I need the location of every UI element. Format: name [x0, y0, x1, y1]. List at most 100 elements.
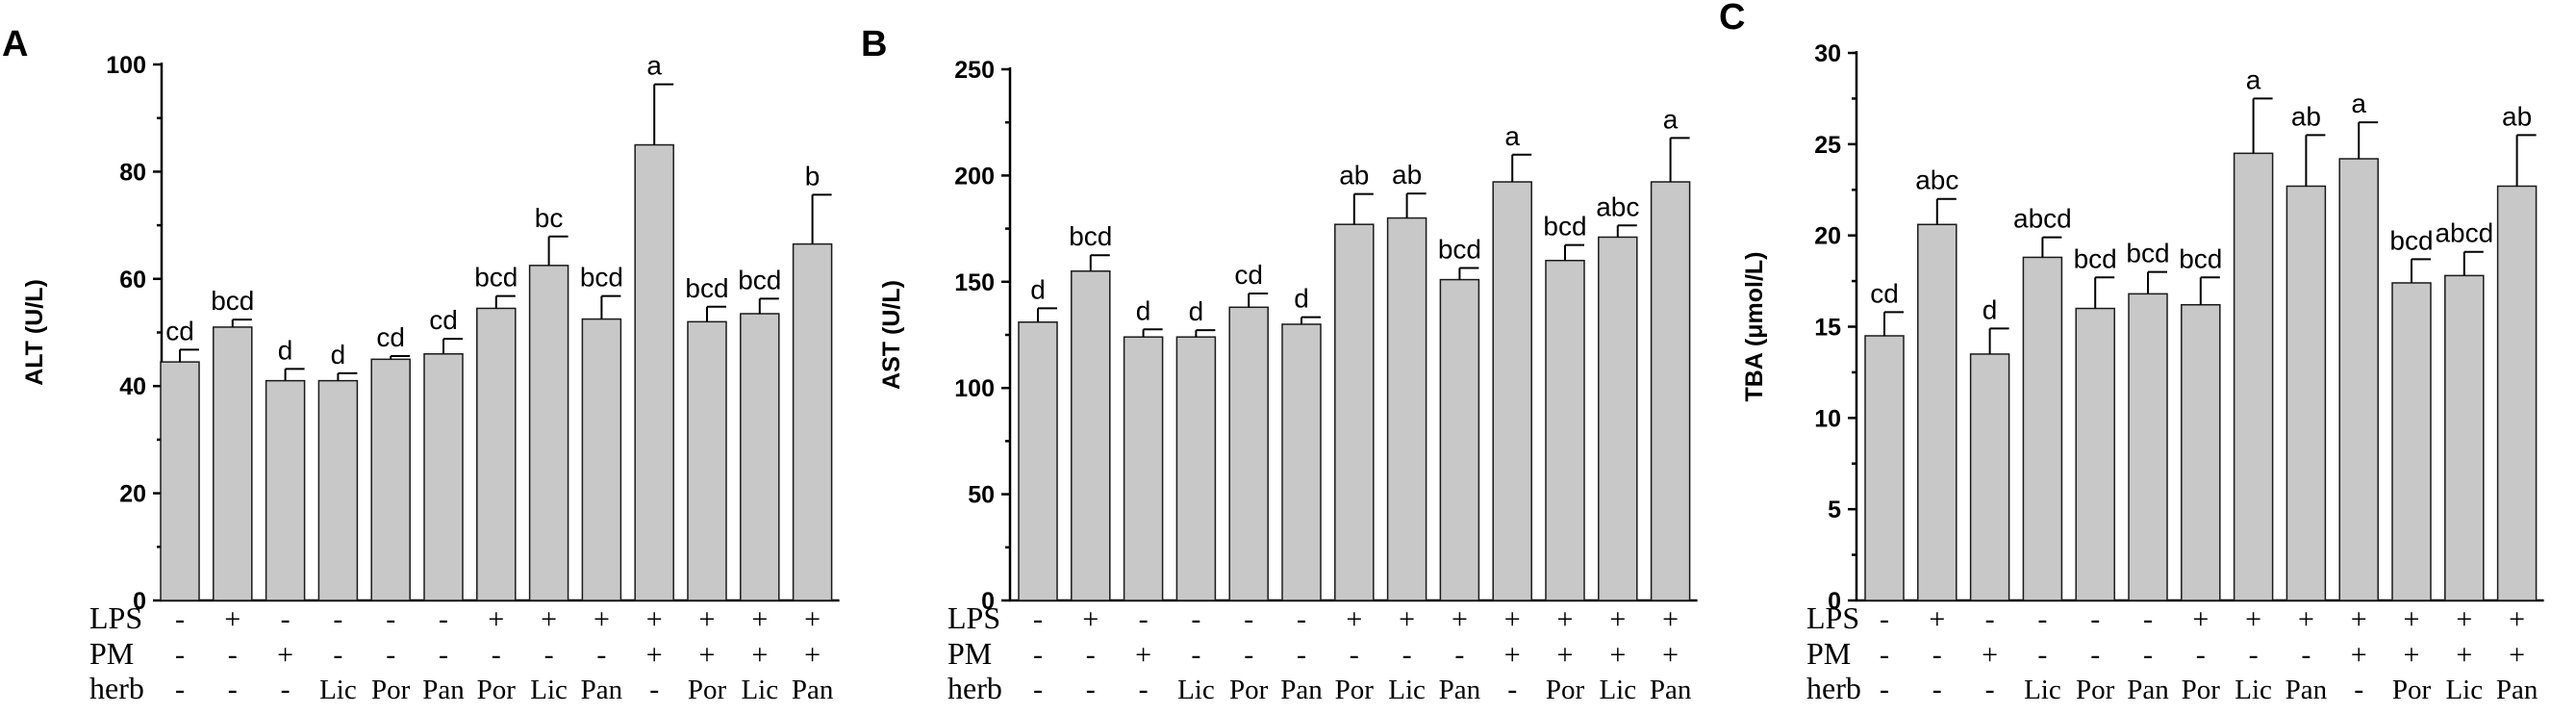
bar [1334, 223, 1375, 601]
y-tick-label: 100 [954, 375, 995, 402]
condition-mark: - [2090, 639, 2100, 671]
condition-mark: Lic [741, 675, 778, 705]
condition-mark: + [2245, 603, 2261, 635]
condition-mark: + [699, 639, 716, 671]
y-tick-label: 10 [1814, 405, 1841, 432]
bar [1018, 321, 1058, 601]
condition-mark: - [1297, 603, 1306, 635]
condition-mark: - [1985, 603, 1995, 635]
condition-mark: - [2037, 603, 2047, 635]
condition-mark: + [2456, 603, 2472, 635]
condition-mark: - [1139, 603, 1149, 635]
bar [317, 379, 359, 601]
significance-label: bcd [580, 263, 623, 293]
condition-mark: + [751, 639, 768, 671]
y-tick-label: 30 [1814, 40, 1841, 67]
y-tick-label: 40 [119, 373, 146, 400]
condition-mark: - [228, 674, 238, 705]
condition-mark: Pan [581, 675, 623, 705]
condition-row-label: LPS [89, 600, 142, 635]
condition-mark: + [224, 603, 240, 635]
condition-mark: Lic [2235, 675, 2272, 705]
condition-mark: - [175, 603, 185, 635]
condition-mark: + [1662, 639, 1679, 671]
significance-label: d [1136, 295, 1151, 325]
condition-mark: - [1507, 674, 1517, 705]
bar [1281, 323, 1322, 601]
significance-label: ab [2291, 101, 2321, 131]
y-tick-label: 15 [1814, 315, 1841, 342]
condition-mark: - [1880, 603, 1889, 635]
condition-mark: - [1297, 639, 1306, 671]
condition-mark: + [1504, 603, 1521, 635]
significance-label: a [1504, 121, 1520, 151]
significance-label: bc [535, 203, 564, 233]
condition-mark: + [1662, 603, 1679, 635]
condition-mark: Por [2182, 675, 2221, 705]
y-tick-label: 0 [1828, 588, 1841, 615]
bar [1969, 353, 2010, 601]
condition-mark: + [751, 603, 768, 635]
bar [2286, 185, 2327, 601]
bar [1492, 181, 1532, 601]
bar [2022, 256, 2063, 601]
condition-mark: - [2143, 639, 2153, 671]
y-tick-label: 20 [119, 481, 146, 508]
condition-mark: + [804, 603, 821, 635]
condition-mark: Por [1335, 675, 1375, 705]
bar [1917, 223, 1957, 601]
bar [2233, 152, 2274, 601]
condition-mark: + [277, 639, 293, 671]
condition-mark: Pan [1650, 675, 1692, 705]
condition-row-label: herb [89, 671, 144, 705]
condition-mark: + [1982, 639, 1998, 671]
condition-mark: + [646, 639, 663, 671]
condition-mark: - [386, 639, 395, 671]
significance-label: d [1189, 296, 1204, 326]
condition-mark: Por [1546, 675, 1585, 705]
condition-mark: Pan [1280, 675, 1323, 705]
condition-mark: + [541, 603, 557, 635]
condition-mark: - [175, 639, 185, 671]
significance-label: a [2246, 64, 2261, 94]
condition-mark: - [649, 674, 659, 705]
bar [581, 318, 622, 601]
significance-label: bcd [1069, 221, 1112, 251]
condition-mark: - [1086, 639, 1096, 671]
bar [2128, 293, 2168, 601]
significance-label: abc [1915, 166, 1958, 195]
significance-label: bcd [474, 263, 518, 293]
y-tick-label: 100 [106, 52, 146, 79]
bar [1071, 270, 1111, 601]
condition-mark: + [1929, 603, 1945, 635]
condition-mark: - [1033, 639, 1043, 671]
bar [1228, 306, 1269, 601]
condition-mark: - [2301, 639, 2311, 671]
condition-mark: Pan [422, 675, 465, 705]
condition-mark: + [1082, 603, 1099, 635]
panel-letter: B [861, 24, 887, 64]
y-tick-label: 25 [1814, 132, 1841, 159]
condition-mark: - [1244, 639, 1253, 671]
condition-mark: + [2192, 603, 2209, 635]
bar [370, 358, 411, 601]
bar [792, 242, 833, 601]
bar [1123, 336, 1164, 601]
bar [1650, 181, 1691, 601]
significance-label: d [1983, 294, 1998, 324]
condition-mark: - [492, 639, 501, 671]
significance-label: d [1030, 274, 1046, 304]
condition-mark: Lic [2024, 675, 2061, 705]
y-tick-label: 0 [133, 588, 146, 615]
bar [1598, 236, 1638, 601]
bar [634, 143, 674, 601]
condition-mark: + [2404, 639, 2420, 671]
significance-label: a [646, 51, 662, 81]
condition-mark: Pan [2496, 675, 2538, 705]
condition-mark: - [1454, 639, 1464, 671]
y-axis-title: AST (U/L) [878, 280, 905, 390]
significance-label: bcd [2126, 239, 2169, 268]
bar [265, 379, 306, 601]
bar [2075, 307, 2115, 601]
